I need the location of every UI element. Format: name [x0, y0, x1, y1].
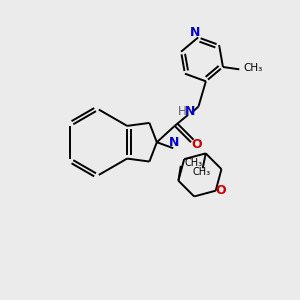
Text: CH₃: CH₃: [185, 158, 203, 169]
Text: CH₃: CH₃: [192, 167, 210, 177]
Text: N: N: [169, 136, 179, 149]
Text: O: O: [216, 184, 226, 197]
Text: CH₃: CH₃: [243, 64, 262, 74]
Text: H: H: [178, 105, 187, 118]
Text: N: N: [189, 26, 200, 38]
Text: N: N: [185, 105, 196, 118]
Text: O: O: [191, 138, 202, 151]
